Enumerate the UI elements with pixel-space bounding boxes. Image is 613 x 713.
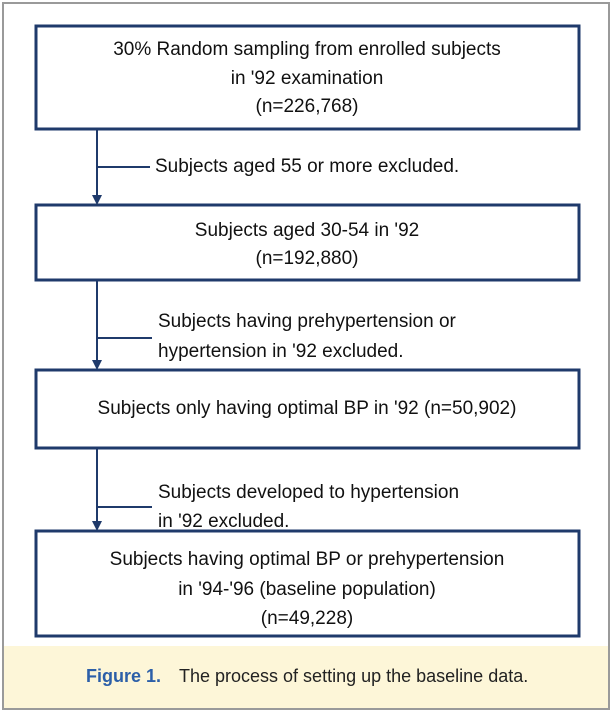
box-text: Subjects having optimal BP or prehyperte… — [110, 549, 505, 570]
flow-box — [34, 368, 581, 450]
exclusion-text: Subjects developed to hypertension — [158, 482, 459, 503]
exclusion-text: Subjects aged 55 or more excluded. — [155, 156, 459, 177]
exclusion-text: hypertension in '92 excluded. — [158, 341, 404, 362]
flow-box — [34, 203, 581, 282]
flow-box — [34, 24, 581, 131]
box-text: in '94-'96 (baseline population) — [178, 579, 436, 600]
box-text: Subjects aged 30-54 in '92 — [195, 220, 419, 241]
box-text: in '92 examination — [231, 68, 384, 89]
exclusion-text: in '92 excluded. — [158, 511, 289, 532]
box-text: 30% Random sampling from enrolled subjec… — [113, 39, 501, 60]
box-text: (n=192,880) — [256, 248, 359, 269]
caption-text: The process of setting up the baseline d… — [179, 666, 528, 686]
flow-box — [34, 529, 581, 638]
box-text: (n=226,768) — [256, 96, 359, 117]
caption-background — [4, 646, 608, 708]
box-text: (n=49,228) — [261, 608, 353, 629]
box-text: Subjects only having optimal BP in '92 (… — [98, 398, 517, 419]
exclusion-text: Subjects having prehypertension or — [158, 311, 457, 332]
caption-label: Figure 1. — [86, 666, 161, 686]
